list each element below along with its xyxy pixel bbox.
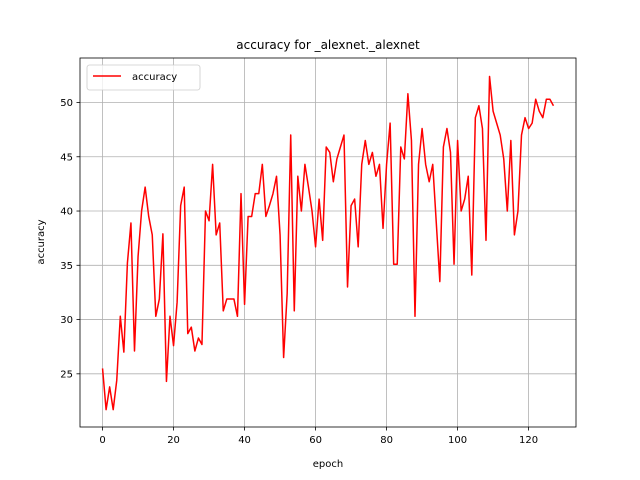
x-axis-label: epoch xyxy=(313,459,343,470)
y-tick-label: 35 xyxy=(60,261,73,272)
legend-box xyxy=(86,64,201,91)
series-line-accuracy xyxy=(101,75,555,411)
x-tick-label: 100 xyxy=(448,435,467,446)
y-tick-label: 45 xyxy=(60,152,73,163)
x-tick-label: 0 xyxy=(99,435,105,446)
x-tick-label: 120 xyxy=(519,435,538,446)
x-tick-label: 40 xyxy=(238,435,251,446)
x-tick-label: 20 xyxy=(167,435,180,446)
x-tick-label: 60 xyxy=(309,435,322,446)
legend-label: accuracy xyxy=(132,72,177,83)
x-tick-label: 80 xyxy=(380,435,393,446)
axes-frame xyxy=(79,57,577,428)
y-tick-label: 25 xyxy=(60,369,73,380)
chart-title: accuracy for _alexnet._alexnet xyxy=(236,38,420,52)
y-tick-label: 50 xyxy=(60,98,73,109)
y-tick-label: 30 xyxy=(60,315,73,326)
plot-area: 0 20 40 60 80 100 120 25 30 35 40 45 50 accuracy xyxy=(60,57,577,446)
y-tick-label: 40 xyxy=(60,207,73,218)
y-axis-label: accuracy xyxy=(36,219,47,264)
